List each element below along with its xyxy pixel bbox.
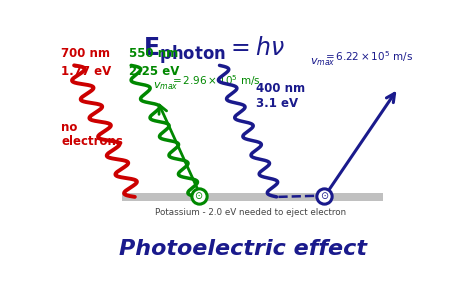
Text: $v_{max}$: $v_{max}$: [153, 80, 179, 92]
Text: 3.1 eV: 3.1 eV: [256, 97, 298, 110]
Text: 400 nm: 400 nm: [256, 82, 305, 95]
Bar: [122, 192, 383, 201]
Text: $\odot$: $\odot$: [194, 190, 203, 201]
Text: no: no: [61, 121, 77, 134]
Text: Potassium - 2.0 eV needed to eject electron: Potassium - 2.0 eV needed to eject elect…: [155, 208, 346, 217]
Text: $v_{max}$: $v_{max}$: [310, 56, 335, 68]
Text: $= 6.22\times10^{5}$ m/s: $= 6.22\times10^{5}$ m/s: [323, 49, 413, 64]
Text: 1.77 eV: 1.77 eV: [61, 64, 112, 78]
Text: $\mathregular{E}_{\mathregular{photon}}$$= h\nu$: $\mathregular{E}_{\mathregular{photon}}$…: [143, 35, 285, 66]
Text: 2.25 eV: 2.25 eV: [129, 64, 180, 78]
Text: 550 nm: 550 nm: [129, 48, 179, 60]
Text: $= 2.96\times10^{5}$ m/s: $= 2.96\times10^{5}$ m/s: [170, 73, 260, 88]
Text: 700 nm: 700 nm: [61, 48, 110, 60]
Text: electrons: electrons: [61, 135, 123, 148]
Text: Photoelectric effect: Photoelectric effect: [119, 239, 368, 260]
Text: $\odot$: $\odot$: [320, 190, 329, 201]
